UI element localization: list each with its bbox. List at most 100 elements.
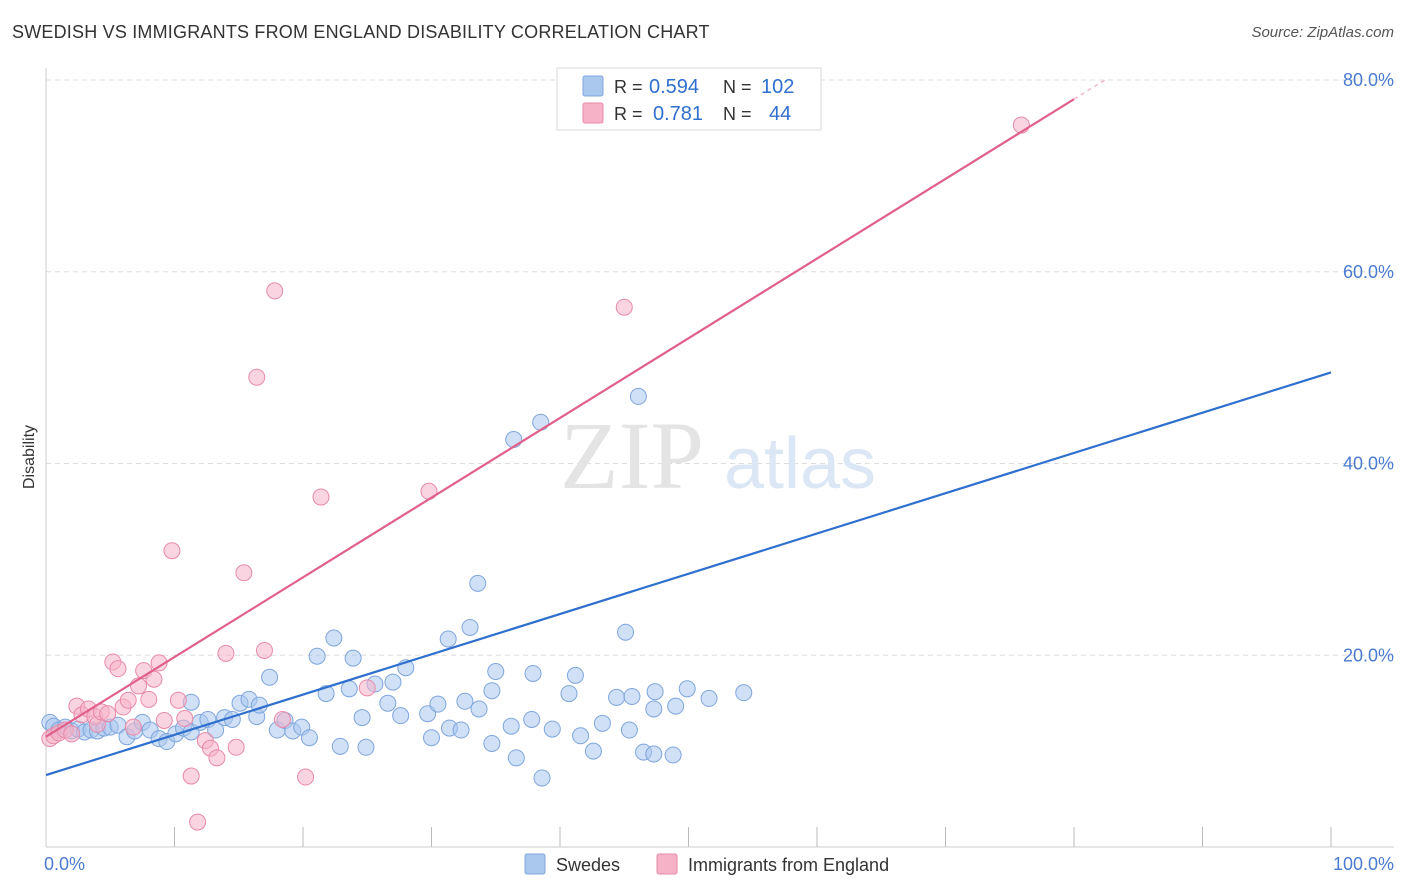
swede-point	[617, 623, 635, 641]
legend-r-label-england: R =	[614, 104, 643, 124]
swede-point	[423, 729, 440, 747]
legend-bottom-label-swedes: Swedes	[556, 855, 620, 875]
swede-point	[470, 700, 488, 718]
swede-point	[664, 746, 682, 764]
swede-point	[700, 689, 718, 707]
y-tick-label-60: 60.0%	[1343, 262, 1394, 282]
x-axis-ticks	[174, 827, 1332, 847]
england-point	[189, 813, 207, 831]
swedes-trendline	[45, 371, 1332, 777]
legend-r-value-england: 0.781	[653, 103, 703, 125]
swede-point	[735, 684, 753, 702]
swede-point	[572, 727, 590, 745]
swede-point	[645, 745, 663, 763]
swede-point	[523, 710, 541, 728]
swede-point	[461, 618, 479, 636]
swede-point	[379, 694, 397, 712]
swede-point	[300, 729, 318, 747]
swede-point	[524, 664, 542, 682]
england-point	[176, 710, 194, 728]
legend-n-label-england: N =	[723, 104, 752, 124]
swede-point	[646, 683, 664, 701]
swede-point	[353, 709, 371, 727]
legend-bottom: Swedes Immigrants from England	[524, 853, 889, 875]
legend-swatch-england	[582, 102, 604, 124]
swede-point	[483, 682, 501, 700]
source-label: Source: ZipAtlas.com	[1251, 24, 1394, 41]
swede-point	[566, 666, 584, 684]
watermark: ZIP atlas	[560, 402, 876, 509]
legend-r-label-swedes: R =	[614, 77, 643, 97]
x-tick-label-min: 0.0%	[44, 854, 85, 874]
watermark-atlas: atlas	[724, 424, 876, 504]
swede-point	[439, 630, 457, 648]
swede-point	[308, 647, 326, 665]
england-point	[109, 660, 127, 678]
england-point	[208, 749, 226, 767]
england-point	[235, 564, 253, 582]
england-point	[248, 368, 266, 386]
legend-n-value-swedes: 102	[761, 76, 794, 98]
legend-r-value-swedes: 0.594	[649, 76, 699, 98]
swede-point	[623, 687, 641, 705]
swede-point	[505, 431, 523, 449]
swede-point	[620, 721, 638, 739]
england-point	[99, 705, 117, 723]
swede-point	[331, 737, 349, 755]
swede-point	[384, 673, 402, 691]
swede-point	[502, 717, 520, 735]
england-point	[169, 691, 187, 709]
swede-point	[357, 738, 375, 756]
swede-point	[532, 413, 550, 431]
swede-point	[593, 714, 611, 732]
england-point	[217, 644, 235, 662]
swede-point	[560, 685, 578, 703]
legend-swatch-swedes	[582, 75, 604, 97]
england-point	[266, 282, 284, 300]
swede-point	[325, 629, 343, 647]
legend-bottom-swatch-england	[656, 853, 678, 875]
swede-point	[429, 695, 447, 713]
swede-point	[629, 387, 647, 405]
england-point	[140, 690, 158, 708]
england-point	[63, 725, 81, 743]
swede-point	[487, 663, 505, 681]
england-point	[182, 767, 200, 785]
y-tick-label-40: 40.0%	[1343, 454, 1394, 474]
y-tick-label-20: 20.0%	[1343, 645, 1394, 665]
england-point	[227, 738, 245, 756]
legend-bottom-swatch-swedes	[524, 853, 546, 875]
swede-point	[543, 720, 561, 738]
x-tick-label-max: 100.0%	[1333, 854, 1394, 874]
england-point	[124, 718, 142, 736]
swede-point	[469, 574, 487, 592]
legend-bottom-label-england: Immigrants from England	[688, 855, 889, 875]
legend-n-value-england: 44	[769, 103, 791, 125]
legend-n-label-swedes: N =	[723, 77, 752, 97]
swede-point	[483, 734, 501, 752]
swede-point	[452, 721, 470, 739]
legend-top: R = 0.594 N = 102 R = 0.781 N = 44	[556, 67, 822, 131]
swede-point	[392, 707, 410, 725]
swede-point	[667, 697, 685, 715]
england-point	[155, 711, 173, 729]
england-point	[297, 768, 315, 786]
chart-title: SWEDISH VS IMMIGRANTS FROM ENGLAND DISAB…	[12, 22, 710, 42]
y-axis-label: Disability	[21, 425, 38, 489]
swede-point	[645, 700, 663, 718]
swede-point	[584, 742, 602, 760]
swede-point	[340, 680, 358, 698]
swede-point	[344, 649, 362, 667]
watermark-zip: ZIP	[560, 402, 704, 509]
england-point	[273, 710, 291, 728]
swede-point	[456, 692, 474, 710]
england-point	[145, 670, 163, 688]
england-trendline	[45, 98, 1075, 738]
swede-point	[608, 688, 626, 706]
swede-point	[678, 680, 696, 698]
swede-point	[507, 749, 525, 767]
england-points	[41, 116, 1030, 831]
swede-point	[533, 769, 551, 787]
england-point	[255, 641, 273, 659]
